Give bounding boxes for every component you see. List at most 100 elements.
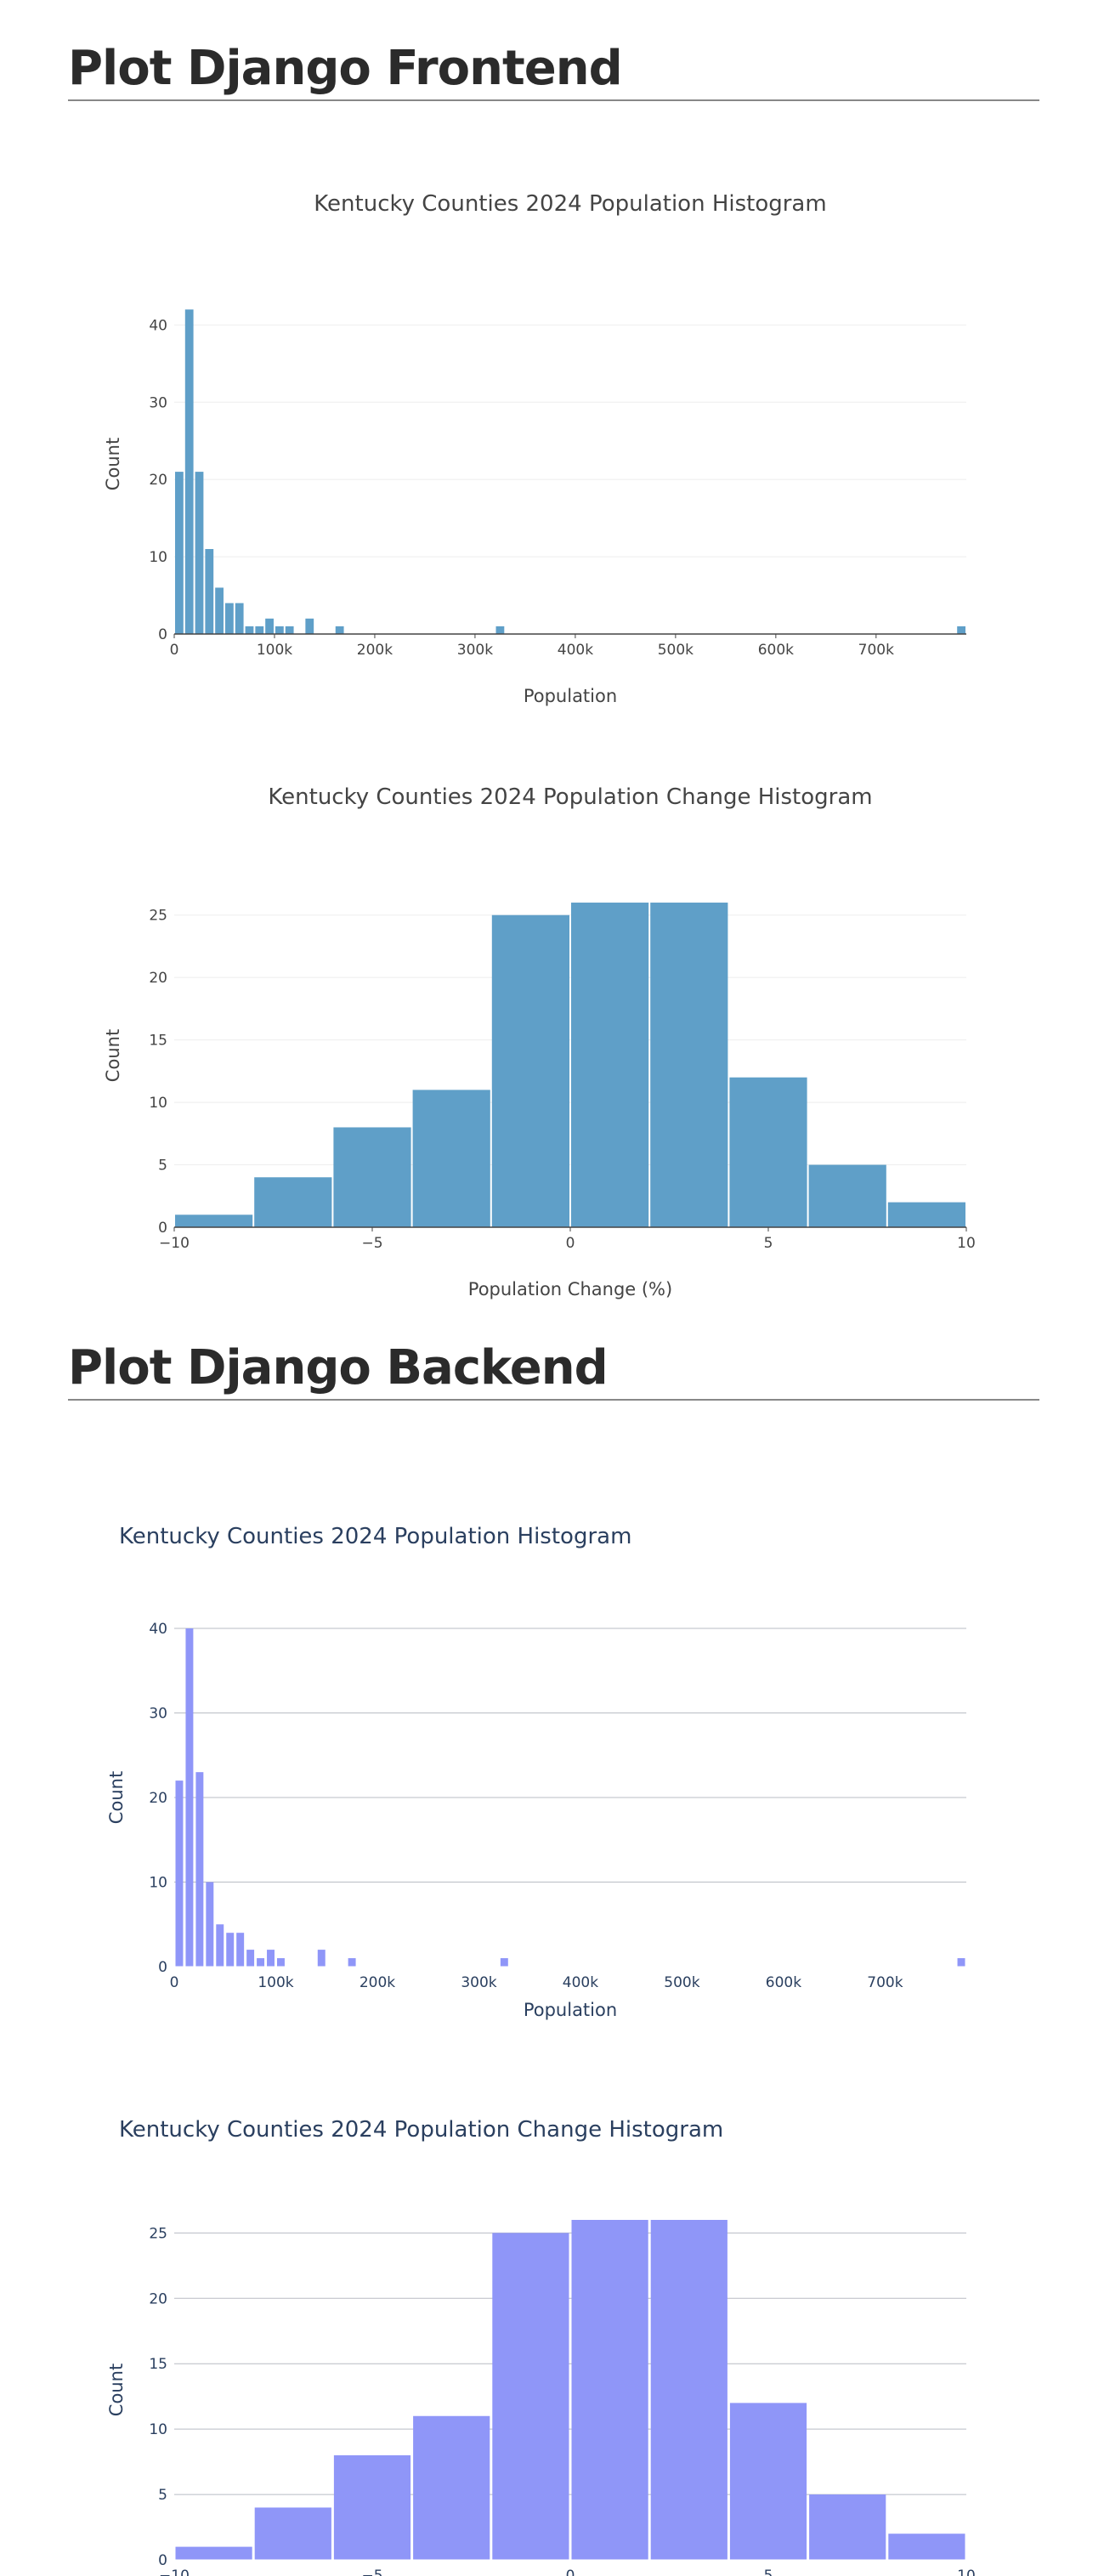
histogram-bar	[495, 626, 505, 634]
histogram-bar	[650, 2220, 728, 2560]
histogram-bar	[887, 1202, 965, 1227]
x-tick-label: 700k	[858, 642, 894, 659]
x-tick-label: 5	[764, 2568, 773, 2576]
histogram-bar	[808, 1164, 886, 1227]
section-title-frontend: Plot Django Frontend	[68, 41, 623, 96]
y-tick-label: 40	[149, 317, 167, 334]
y-tick-label: 25	[149, 908, 167, 925]
histogram-bar	[184, 309, 194, 634]
histogram-bar	[413, 2415, 490, 2560]
histogram-bar	[571, 2220, 648, 2560]
histogram-bar	[305, 618, 314, 634]
histogram-bar	[809, 2494, 886, 2560]
y-axis-label: Count	[103, 438, 123, 490]
histogram-bar	[888, 2534, 965, 2560]
y-tick-label: 10	[149, 549, 167, 566]
histogram-bar	[175, 1781, 184, 1967]
histogram-bar	[335, 626, 344, 634]
histogram-bar	[255, 626, 264, 634]
y-tick-label: 30	[149, 394, 167, 411]
y-axis-label: Count	[103, 1029, 123, 1082]
y-tick-label: 0	[158, 1959, 167, 1976]
y-tick-label: 10	[149, 2421, 167, 2438]
y-tick-label: 15	[149, 1033, 167, 1050]
x-tick-label: 200k	[357, 642, 393, 659]
y-axis-label: Count	[106, 2364, 127, 2416]
histogram-bar	[175, 2546, 252, 2560]
x-tick-label: 0	[566, 1235, 575, 1252]
histogram-bar	[257, 1958, 265, 1967]
x-tick-label: 700k	[867, 1974, 903, 1991]
section-title-backend: Plot Django Backend	[68, 1340, 609, 1396]
histogram-bar	[275, 626, 284, 634]
histogram-bar	[957, 626, 965, 634]
population-change-histogram-backend[interactable]: 0 5 10 15 20 25 −10 −5 0 5 10 Kentucky Counties 202…	[0, 2040, 1104, 2576]
histogram-bar	[571, 903, 649, 1227]
histogram-bar	[235, 603, 244, 634]
x-tick-label: 600k	[766, 1974, 801, 1991]
y-tick-label: 0	[158, 626, 167, 643]
histogram-bar	[175, 1214, 253, 1227]
chart-title: Kentucky Counties 2024 Population Change…	[119, 2117, 723, 2143]
population-histogram-backend[interactable]: 0 10 20 30 40 0 100k 200k 300k 400k 500k 600k 700k Ke…	[0, 1462, 1104, 2020]
x-tick-label: 0	[566, 2568, 575, 2576]
histogram-bar	[206, 1882, 214, 1967]
histogram-bar	[333, 2454, 411, 2560]
y-tick-label: 25	[149, 2225, 167, 2242]
y-tick-label: 5	[158, 2487, 167, 2504]
section-divider-frontend	[68, 99, 1039, 101]
y-tick-label: 0	[158, 2552, 167, 2569]
x-tick-label: 500k	[658, 642, 694, 659]
histogram-bar	[650, 903, 728, 1227]
histogram-bar	[729, 2403, 807, 2560]
y-tick-label: 20	[149, 472, 167, 489]
y-tick-label: 20	[149, 970, 167, 987]
y-tick-label: 40	[149, 1621, 167, 1638]
population-histogram-frontend[interactable]: 0 10 20 30 40 0 100k 200k 300k 400k 500k 600k 700k Ke…	[0, 153, 1104, 714]
x-tick-label: −5	[361, 1235, 382, 1252]
histogram-bar	[957, 1958, 965, 1967]
y-tick-label: 5	[158, 1158, 167, 1175]
histogram-bar	[175, 472, 184, 634]
x-tick-label: 10	[957, 1235, 976, 1252]
x-tick-label: 400k	[558, 642, 593, 659]
x-tick-label: −5	[361, 2568, 382, 2576]
x-tick-label: −10	[159, 1235, 190, 1252]
histogram-bar	[236, 1933, 245, 1967]
x-tick-label: 0	[170, 1974, 179, 1991]
section-divider-backend	[68, 1399, 1039, 1401]
x-tick-label: 300k	[457, 642, 493, 659]
x-tick-label: 10	[957, 2568, 976, 2576]
y-tick-label: 20	[149, 1790, 167, 1807]
population-change-histogram-frontend[interactable]: 0 5 10 15 20 25 −10 −5 0 5 10 Kentucky Counties 202…	[0, 731, 1104, 1299]
histogram-bar	[491, 914, 569, 1227]
histogram-bar	[317, 1950, 326, 1967]
x-tick-label: 5	[764, 1235, 773, 1252]
chart-title: Kentucky Counties 2024 Population Histog…	[314, 191, 826, 217]
y-tick-label: 15	[149, 2356, 167, 2373]
histogram-bar	[224, 603, 234, 634]
histogram-bar	[195, 472, 204, 634]
histogram-bar	[205, 549, 214, 634]
x-tick-label: 500k	[664, 1974, 699, 1991]
y-tick-label: 10	[149, 1095, 167, 1112]
chart-title: Kentucky Counties 2024 Population Histog…	[119, 1524, 631, 1549]
chart-title: Kentucky Counties 2024 Population Change…	[268, 784, 872, 810]
x-tick-label: −10	[159, 2568, 190, 2576]
x-tick-label: 400k	[563, 1974, 598, 1991]
histogram-bar	[348, 1958, 356, 1967]
histogram-bar	[245, 626, 254, 634]
y-tick-label: 0	[158, 1220, 167, 1237]
x-axis-label: Population Change (%)	[468, 1279, 672, 1299]
histogram-bar	[492, 2233, 569, 2560]
x-axis-label: Population	[524, 686, 617, 706]
histogram-bar	[412, 1090, 490, 1227]
x-tick-label: 300k	[461, 1974, 496, 1991]
histogram-bar	[216, 1924, 224, 1967]
histogram-bar	[195, 1772, 204, 1967]
histogram-bar	[276, 1958, 285, 1967]
histogram-bar	[267, 1950, 275, 1967]
histogram-bar	[226, 1933, 235, 1967]
y-tick-label: 30	[149, 1706, 167, 1723]
y-axis-label: Count	[106, 1771, 127, 1824]
